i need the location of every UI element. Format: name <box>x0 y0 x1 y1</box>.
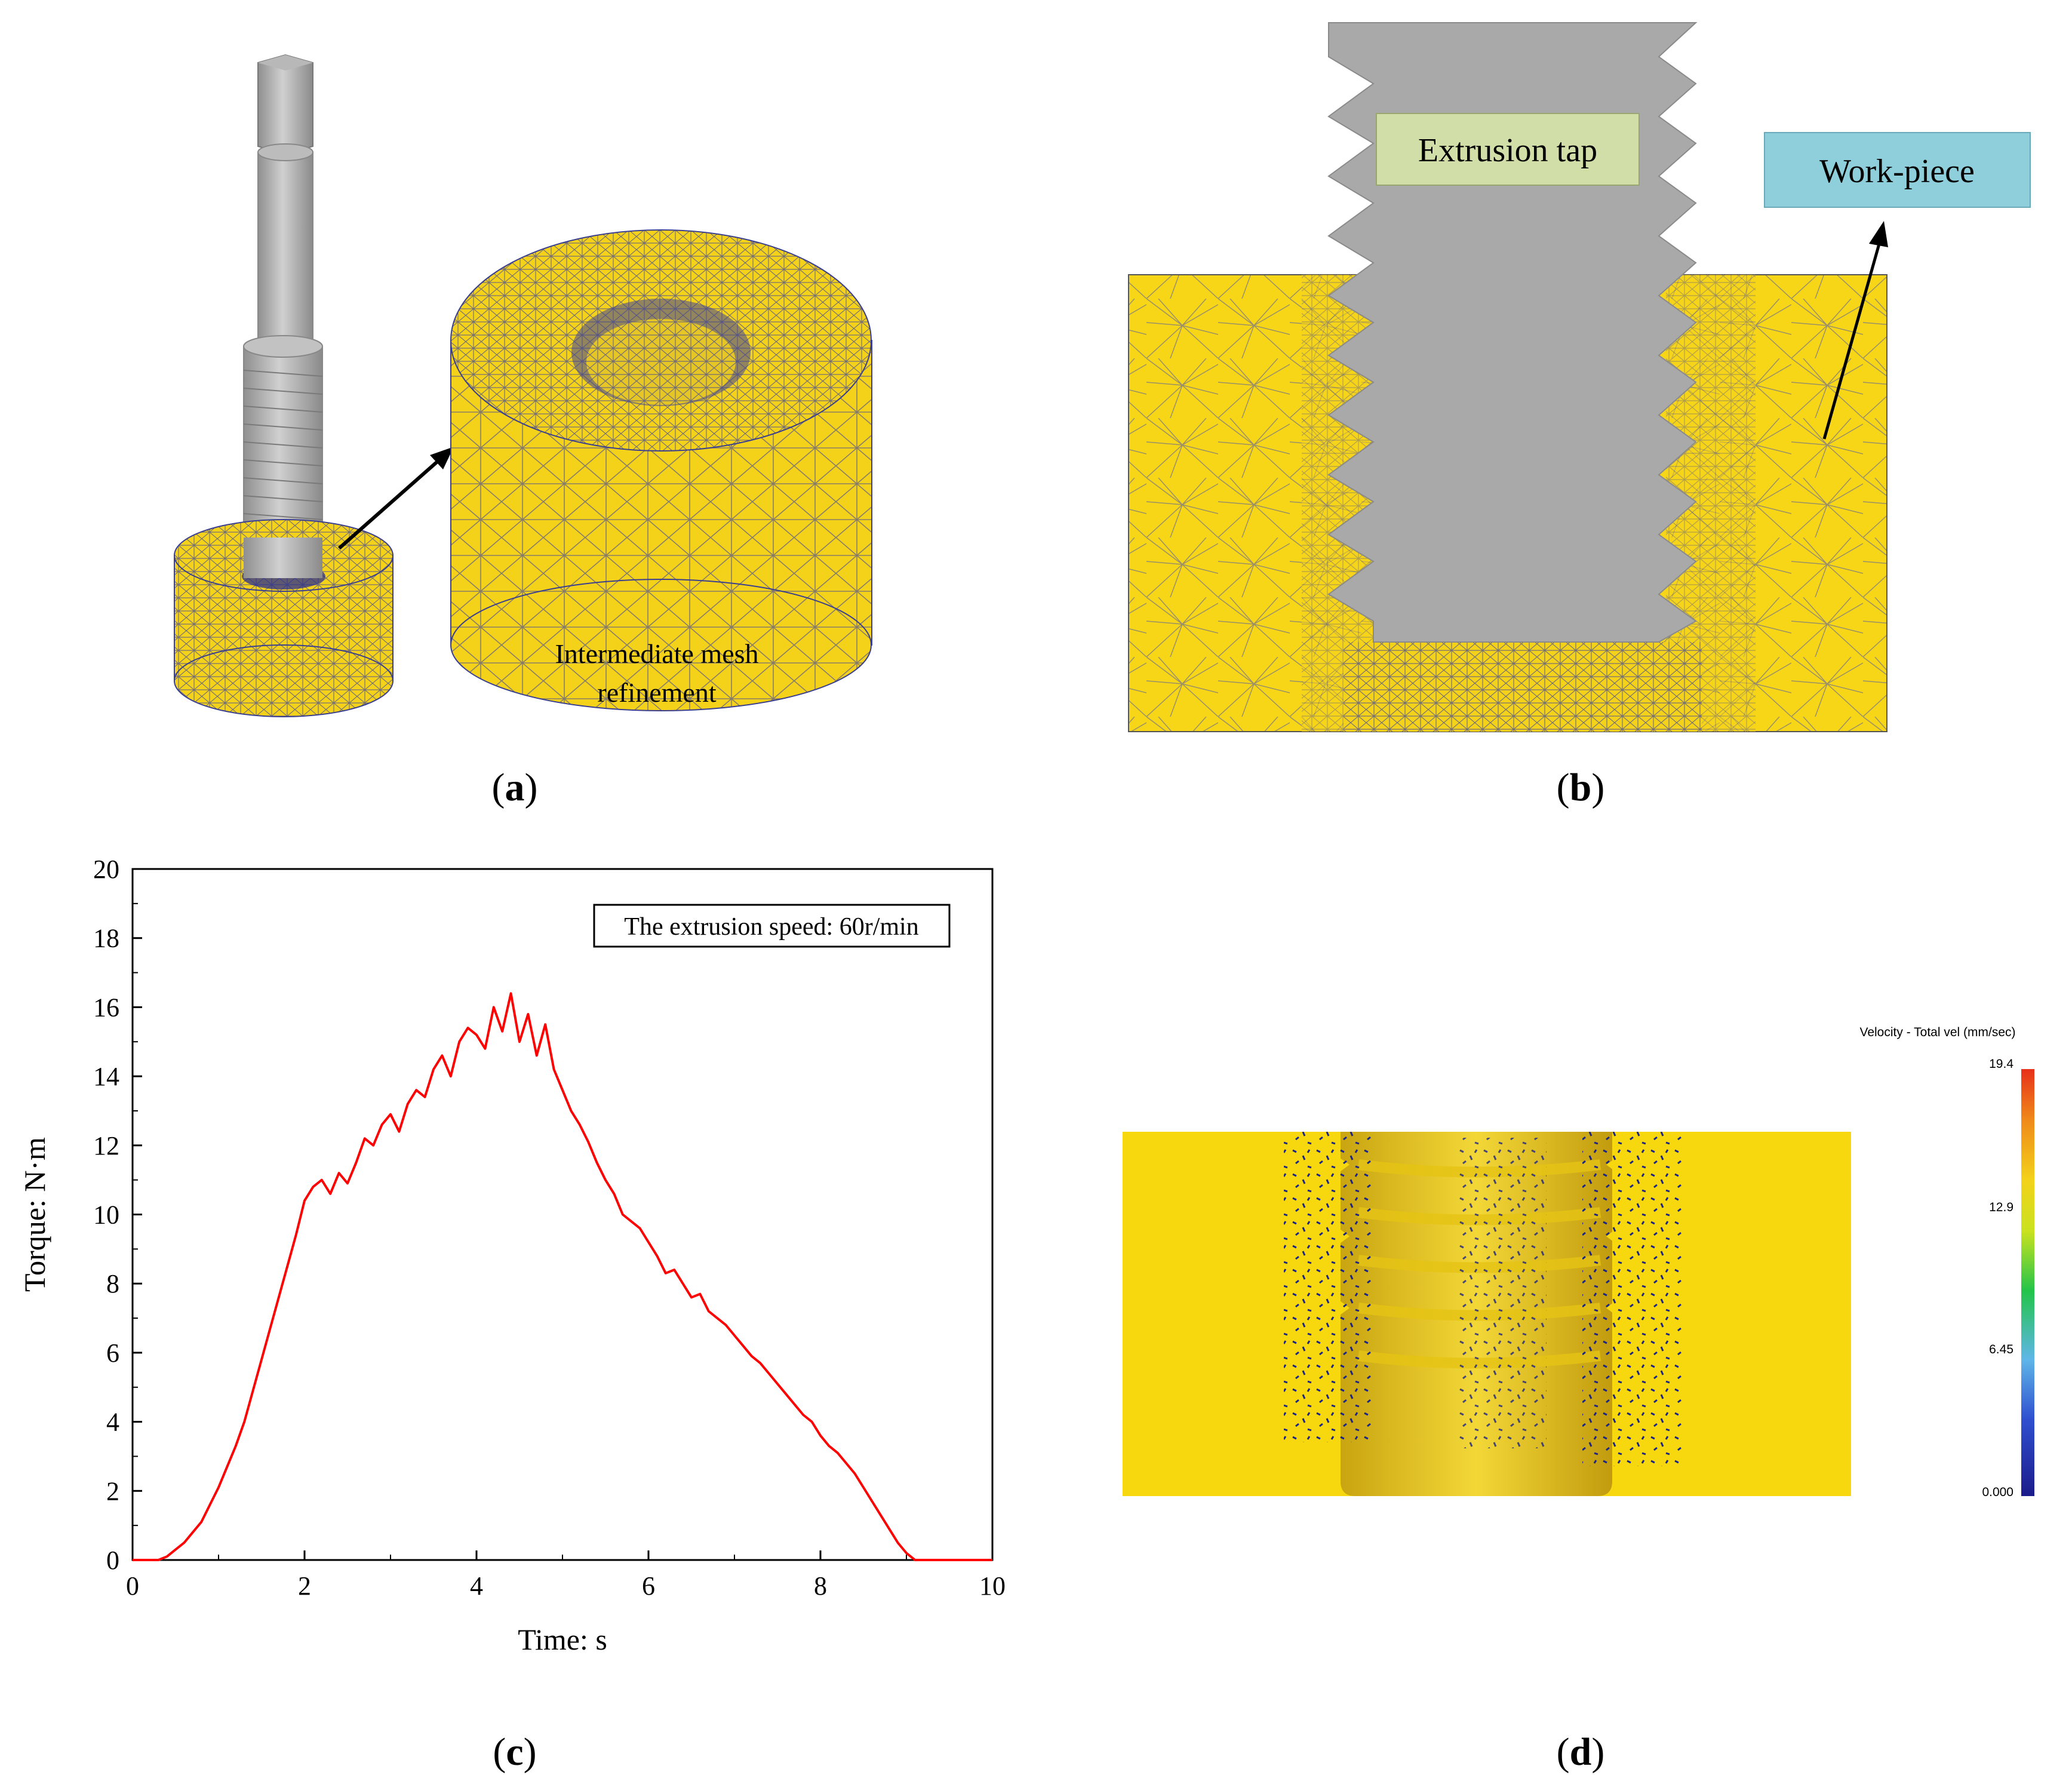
velocity-legend-title: Velocity - Total vel (mm/sec) <box>1859 1025 2015 1039</box>
zoom-arrow <box>338 447 454 550</box>
panel-a: Intermediate mesh refinement (a) <box>174 54 872 809</box>
legend-tick-min: 0.000 <box>1982 1485 2013 1499</box>
mesh-refinement-label-line2: refinement <box>597 677 716 708</box>
y-tick-label: 16 <box>93 993 119 1022</box>
extrusion-tap-label: Extrusion tap <box>1418 132 1597 169</box>
y-tick-label: 0 <box>106 1546 119 1575</box>
y-tick-label: 14 <box>93 1062 119 1091</box>
velocity-speckle-left <box>1284 1132 1373 1442</box>
x-tick-label: 10 <box>979 1571 1006 1601</box>
x-tick-label: 8 <box>814 1571 827 1601</box>
x-tick-label: 0 <box>126 1571 139 1601</box>
x-tick-label: 2 <box>298 1571 311 1601</box>
velocity-color-bar <box>2021 1069 2034 1496</box>
velocity-speckle-center <box>1457 1138 1547 1448</box>
tap-model <box>243 54 323 586</box>
y-tick-label: 8 <box>106 1269 119 1298</box>
y-tick-label: 20 <box>93 855 119 884</box>
panel-label-b: (b) <box>1557 766 1605 809</box>
mesh-refinement-label-line1: Intermediate mesh <box>555 638 758 669</box>
annotation-text: The extrusion speed: 60r/min <box>624 913 918 941</box>
panel-c: 0 2 4 6 8 10 0 2 4 6 8 10 12 14 16 18 20 Time: s Torque: N… <box>18 855 1006 1774</box>
bore-bottom-mesh <box>1344 642 1702 732</box>
legend-tick-max: 19.4 <box>1989 1057 2013 1071</box>
work-piece-label-box <box>1764 132 2031 208</box>
y-axis-label: Torque: N·m <box>18 1137 51 1292</box>
panel-d: Velocity - Total vel (mm/sec) 19.4 12.9 … <box>1123 1025 2034 1774</box>
extrusion-tap-label-box <box>1376 113 1640 186</box>
work-piece-arrow <box>1822 221 1888 440</box>
y-tick-label: 2 <box>106 1476 119 1506</box>
torque-chart: 0 2 4 6 8 10 0 2 4 6 8 10 12 14 16 18 20 Time: s Torque: N… <box>18 855 1006 1656</box>
plot-frame <box>131 868 994 1561</box>
x-tick-label: 4 <box>470 1571 483 1601</box>
panel-b: Extrusion tap Work-piece (b) <box>1128 22 2031 809</box>
panel-label-c: (c) <box>493 1730 536 1774</box>
small-workpiece-mesh <box>174 519 394 717</box>
velocity-speckle-right <box>1582 1132 1684 1466</box>
y-tick-label: 12 <box>93 1131 119 1160</box>
legend-tick-3: 6.45 <box>1989 1343 2013 1356</box>
x-axis-label: Time: s <box>518 1623 607 1656</box>
y-tick-label: 4 <box>106 1408 119 1437</box>
annotation-box <box>593 904 951 948</box>
work-piece-label: Work-piece <box>1819 153 1975 190</box>
torque-series-line <box>133 992 992 1561</box>
panel-label-a: (a) <box>492 766 538 809</box>
y-tick-label: 10 <box>93 1200 119 1230</box>
panel-label-d: (d) <box>1557 1730 1605 1774</box>
x-tick-label: 6 <box>642 1571 655 1601</box>
y-tick-label: 18 <box>93 924 119 953</box>
y-tick-label: 6 <box>106 1338 119 1368</box>
large-workpiece-mesh <box>450 229 872 711</box>
legend-tick-2: 12.9 <box>1989 1200 2013 1214</box>
